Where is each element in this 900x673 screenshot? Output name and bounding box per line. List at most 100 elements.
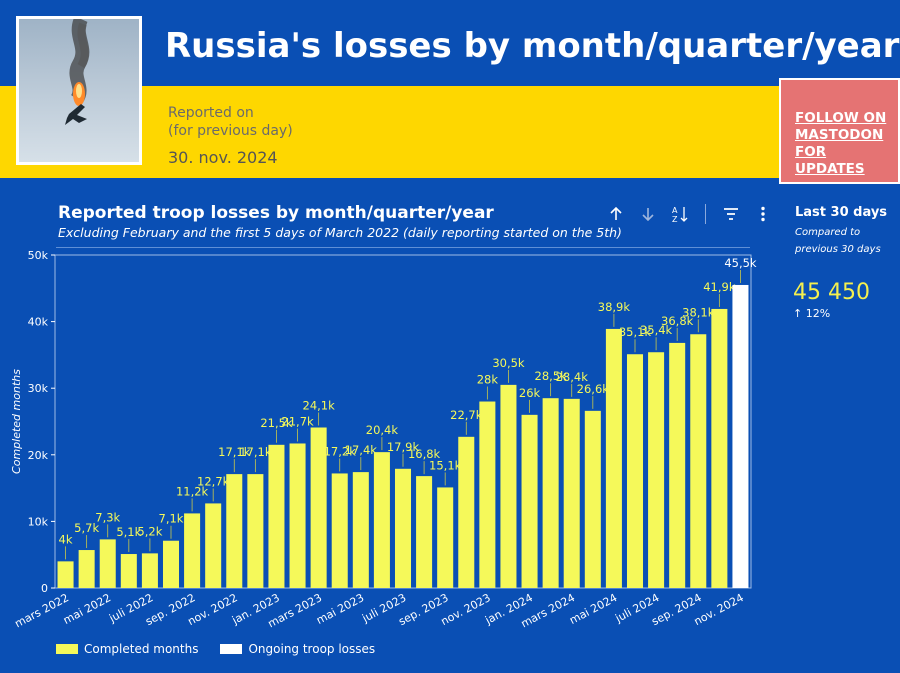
legend-swatch-completed [56,644,78,654]
arrow-up-small-icon: ↑ [793,307,803,320]
burning-jet-illustration [65,19,90,125]
reported-on-line2: (for previous day) [168,123,293,139]
data-label: 7,3k [95,510,120,524]
y-tick-label: 0 [41,582,48,595]
bar-completed [205,503,222,588]
data-label: 45,5k [724,256,757,270]
bar-completed [162,540,180,588]
legend-item-completed[interactable]: Completed months [56,642,198,656]
data-label: 38,1k [682,305,715,319]
bar-completed [120,554,137,588]
bar-ongoing [732,284,749,588]
bar-completed [226,474,243,588]
data-label: 17,4k [345,443,378,457]
x-tick-label: mars 2022 [13,591,71,630]
bar-completed [247,474,264,588]
data-label: 16,8k [408,447,441,461]
y-tick-label: 30k [28,382,49,395]
x-tick-label: mai 2023 [314,591,366,627]
follow-mastodon-label[interactable]: FOLLOW ON MASTODON FOR UPDATES [795,110,887,177]
bar-completed [437,487,454,588]
bar-completed [352,472,369,588]
bar-completed [373,452,390,588]
x-tick-label: mai 2022 [61,591,113,627]
y-tick-label: 20k [28,449,49,462]
data-label: 17,9k [387,440,420,454]
data-label: 28,5k [535,369,568,383]
bar-completed [648,352,665,588]
x-tick-label: mai 2024 [567,591,619,627]
y-tick-label: 40k [28,316,49,329]
header-photo [16,16,142,165]
legend-item-ongoing[interactable]: Ongoing troop losses [220,642,375,656]
legend-label-ongoing: Ongoing troop losses [248,642,376,656]
arrow-up-icon[interactable] [605,203,627,225]
bar-completed [711,308,728,588]
y-tick-label: 50k [28,249,49,262]
chart-title: Reported troop losses by month/quarter/y… [58,203,494,223]
reported-on-label: Reported on (for previous day) [168,104,293,140]
bar-completed [458,436,475,588]
bar-completed [542,398,559,588]
y-axis-label: Completed months [10,369,23,474]
bar-completed [310,427,327,588]
data-label: 28k [477,373,499,387]
bar-completed [690,334,707,588]
yellow-band [0,86,900,178]
bar-completed [669,342,686,588]
bar-completed [394,468,412,588]
data-label: 30,5k [492,356,525,370]
bar-completed [57,561,74,588]
data-label: 17,2k [324,444,357,458]
bar-completed [141,553,158,588]
data-label: 5,7k [74,521,99,535]
data-label: 4k [59,532,73,546]
bar-completed [416,476,433,588]
data-label: 41,9k [703,280,736,294]
more-vert-icon[interactable] [752,203,774,225]
follow-mastodon-button[interactable]: FOLLOW ON MASTODON FOR UPDATES [779,78,900,184]
data-label: 38,9k [598,300,631,314]
side-panel-compared: Compared to previous 30 days [795,224,881,258]
bar-completed [78,550,95,588]
bar-completed [563,398,580,588]
bar-completed [184,513,201,588]
bar-completed [331,473,348,588]
data-label: 21,5k [260,416,293,430]
bar-completed [500,384,517,588]
reported-date: 30. nov. 2024 [168,148,278,167]
bar-completed [289,443,306,588]
data-label: 12,7k [197,474,230,488]
filter-icon[interactable] [720,203,742,225]
chart-subtitle: Excluding February and the first 5 days … [58,225,622,240]
data-label: 11,2k [176,484,209,498]
compared-line2: previous 30 days [795,244,881,255]
bar-completed [626,354,644,588]
side-panel-value: 45 450 [793,280,870,305]
data-label: 5,1k [116,525,141,539]
data-label: 7,1k [159,512,184,526]
chart-legend: Completed months Ongoing troop losses [56,642,375,656]
svg-text:Z: Z [672,215,678,223]
y-tick-label: 10k [28,515,49,528]
data-label: 26k [519,386,541,400]
side-panel-label: Last 30 days [795,205,888,220]
bar-completed [605,328,622,588]
data-label: 5,2k [137,524,162,538]
side-panel-delta: ↑ 12% [793,307,830,320]
data-label: 36,8k [661,314,694,328]
data-label: 17,1k [239,445,272,459]
title-underline [56,247,750,248]
data-label: 20,4k [366,423,399,437]
data-label: 22,7k [450,408,483,422]
page-title: Russia's losses by month/quarter/year [165,26,900,66]
arrow-down-icon[interactable] [637,203,659,225]
svg-text:A: A [672,206,678,215]
data-label: 26,6k [577,382,610,396]
legend-label-completed: Completed months [84,642,199,656]
reported-on-line1: Reported on [168,105,254,121]
data-label: 35,4k [640,323,673,337]
